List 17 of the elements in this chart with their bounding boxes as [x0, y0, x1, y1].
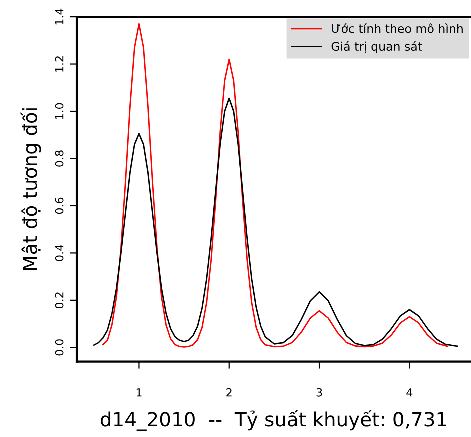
y-tick-label: 1.0	[55, 103, 64, 120]
x-tick-label: 1	[136, 388, 142, 397]
y-tick-label: 0.8	[55, 150, 64, 167]
y-tick-label: 1.2	[55, 56, 64, 72]
y-tick-label: 0.0	[55, 340, 64, 356]
legend-label: Ước tính theo mô hình	[332, 24, 463, 34]
x-tick-label: 4	[406, 388, 413, 397]
x-tick-label: 3	[316, 388, 322, 397]
y-tick-label: 0.6	[55, 198, 64, 214]
y-tick-label: 0.4	[55, 244, 64, 262]
y-axis-title: Mật độ tương đối	[20, 108, 42, 270]
x-axis-title: d14_2010 -- Tỷ suất khuyết: 0,731	[100, 410, 446, 432]
y-tick-label: 0.2	[55, 292, 64, 309]
x-tick-label: 2	[226, 388, 232, 397]
y-tick-label: 1.4	[55, 8, 64, 25]
legend-label: Giá trị quan sát	[332, 41, 422, 54]
line-series	[93, 98, 458, 348]
